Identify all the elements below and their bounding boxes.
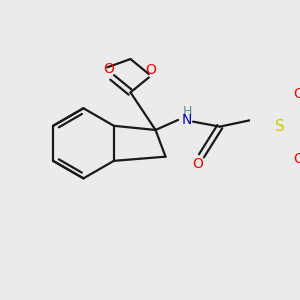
Text: O: O: [294, 87, 300, 101]
Text: O: O: [193, 157, 203, 171]
Text: N: N: [182, 113, 192, 127]
Text: O: O: [145, 63, 156, 77]
Text: H: H: [183, 105, 192, 118]
Text: O: O: [103, 62, 114, 76]
Text: S: S: [275, 119, 285, 134]
Text: O: O: [294, 152, 300, 166]
